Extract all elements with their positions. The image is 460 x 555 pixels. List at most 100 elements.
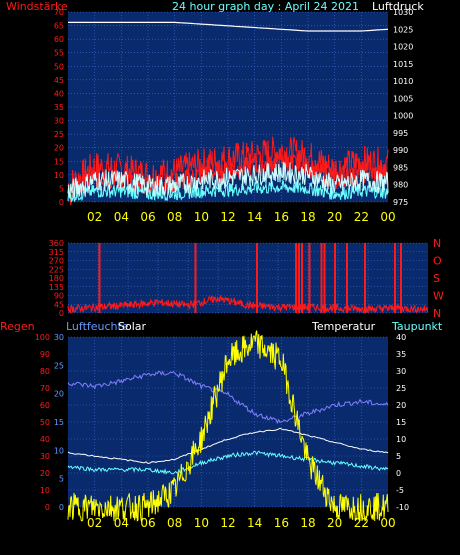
wind-y-tick-label: 45: [54, 76, 64, 85]
wind-y-tick-label: 35: [54, 103, 64, 112]
rain-y-tick-label: 40: [40, 435, 50, 444]
wind-y-tick-label: 0: [59, 198, 64, 207]
pressure-y-tick-label: 1010: [393, 77, 413, 86]
humidity-y-tick-label: 20: [54, 390, 64, 399]
wind-y-tick-label: 60: [54, 35, 64, 44]
direction-y-tick-label: 135: [49, 283, 64, 292]
x-tick-label: 08: [167, 210, 182, 224]
humidity-y-tick-label: 25: [54, 361, 64, 370]
x-tick-label: 00: [380, 210, 395, 224]
x-tick-label: 20: [327, 210, 342, 224]
pressure-y-tick-label: 980: [393, 181, 408, 190]
temperature-y-tick-label: 20: [396, 401, 406, 410]
dewpoint-axis-title: Taupunkt: [391, 320, 443, 333]
rain-y-tick-label: 30: [40, 452, 50, 461]
pressure-y-tick-label: 995: [393, 129, 408, 138]
dewpoint-series-line: [67, 450, 389, 475]
direction-y-tick-label: 315: [49, 248, 64, 257]
x-tick-label: 00: [380, 516, 395, 530]
wind-series-line: [67, 161, 389, 199]
rain-y-tick-label: 90: [40, 350, 50, 359]
rain-y-tick-label: 50: [40, 418, 50, 427]
x-tick-label: 04: [114, 210, 129, 224]
direction-y-tick-label: 270: [49, 257, 64, 266]
rain-y-tick-label: 0: [45, 503, 50, 512]
pressure-y-tick-label: 990: [393, 146, 408, 155]
wind-min-line: [67, 179, 389, 202]
pressure-y-tick-label: 1020: [393, 43, 413, 52]
x-tick-label: 12: [220, 516, 235, 530]
direction-y-tick-label: 360: [49, 239, 64, 248]
x-tick-label: 06: [140, 210, 155, 224]
pressure-y-tick-label: 985: [393, 163, 408, 172]
pressure-y-tick-label: 1015: [393, 60, 413, 69]
wind-y-tick-label: 20: [54, 144, 64, 153]
direction-y-tick-label: 90: [54, 292, 64, 301]
pressure-y-tick-label: 1000: [393, 112, 413, 121]
wind-y-tick-label: 70: [54, 8, 64, 17]
rain-axis-title: Regen: [0, 320, 35, 333]
humidity-y-tick-label: 10: [54, 446, 64, 455]
rain-y-tick-label: 100: [35, 333, 50, 342]
humidity-axis-title: Luftfeuchte: [66, 320, 129, 333]
direction-y-tick-label: 0: [59, 309, 64, 318]
temperature-y-tick-label: -10: [396, 503, 409, 512]
temperature-panel: Regen Luftfeuchte Solar Temperatur Taupu…: [0, 320, 443, 530]
compass-label: W: [433, 290, 444, 303]
temperature-series-line: [67, 427, 389, 465]
temperature-y-tick-label: 40: [396, 333, 406, 342]
x-tick-label: 14: [247, 516, 262, 530]
temperature-y-tick-label: 5: [396, 452, 401, 461]
direction-y-tick-label: 225: [49, 265, 64, 274]
temperature-y-tick-label: 25: [396, 384, 406, 393]
wind-pressure-panel: Windstärke 24 hour graph day : April 24 …: [6, 0, 424, 224]
wind-y-tick-label: 5: [59, 184, 64, 193]
temperature-y-tick-label: 15: [396, 418, 406, 427]
wind-axis-title: Windstärke: [6, 0, 68, 13]
humidity-y-tick-label: 0: [59, 503, 64, 512]
x-tick-label: 16: [274, 516, 289, 530]
wind-y-tick-label: 55: [54, 49, 64, 58]
compass-label: O: [433, 255, 442, 268]
pressure-y-tick-label: 1025: [393, 25, 413, 34]
wind-y-tick-label: 40: [54, 89, 64, 98]
wind-y-tick-label: 65: [54, 22, 64, 31]
x-tick-label: 06: [140, 516, 155, 530]
pressure-y-tick-label: 1005: [393, 94, 413, 103]
solar-series-line: [67, 330, 389, 523]
temperature-y-tick-label: 10: [396, 435, 406, 444]
x-tick-label: 22: [354, 210, 369, 224]
humidity-y-tick-label: 15: [54, 418, 64, 427]
rain-y-tick-label: 10: [40, 486, 50, 495]
direction-series-line: [67, 295, 429, 314]
temperature-y-tick-label: 30: [396, 367, 406, 376]
wind-y-tick-label: 15: [54, 157, 64, 166]
rain-y-tick-label: 70: [40, 384, 50, 393]
pressure-axis-title: Luftdruck: [372, 0, 424, 13]
x-tick-label: 02: [87, 210, 102, 224]
x-tick-label: 10: [194, 516, 209, 530]
temperature-y-tick-label: 0: [396, 469, 401, 478]
temperature-y-tick-label: -5: [396, 486, 404, 495]
wind-y-tick-label: 10: [54, 171, 64, 180]
humidity-y-tick-label: 5: [59, 475, 64, 484]
x-tick-label: 16: [274, 210, 289, 224]
rain-y-tick-label: 60: [40, 401, 50, 410]
wind-y-tick-label: 50: [54, 62, 64, 71]
rain-y-tick-label: 20: [40, 469, 50, 478]
compass-label: N: [433, 237, 441, 250]
x-tick-label: 12: [220, 210, 235, 224]
x-tick-label: 10: [194, 210, 209, 224]
rain-y-tick-label: 80: [40, 367, 50, 376]
temperature-axis-title: Temperatur: [311, 320, 376, 333]
wind-y-tick-label: 25: [54, 130, 64, 139]
solar-label: Solar: [118, 320, 147, 333]
x-tick-label: 14: [247, 210, 262, 224]
x-tick-label: 02: [87, 516, 102, 530]
pressure-y-tick-label: 975: [393, 198, 408, 207]
pressure-series-line: [68, 21, 389, 32]
compass-label: S: [433, 272, 440, 285]
x-tick-label: 18: [300, 516, 315, 530]
